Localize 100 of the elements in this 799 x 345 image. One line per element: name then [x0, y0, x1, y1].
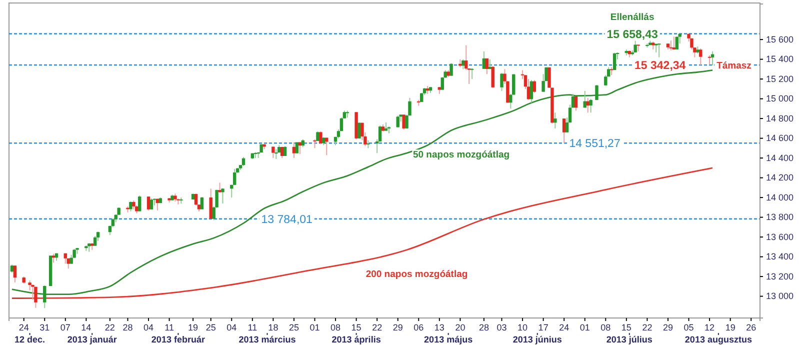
- y-tick-label: 15 200: [766, 74, 794, 84]
- candlestick: [129, 200, 132, 212]
- y-tick-label: 13 000: [766, 291, 794, 302]
- x-tick-label: 07: [60, 322, 70, 332]
- series-label: 50 napos mozgóátlag: [412, 149, 510, 160]
- x-tick-label: 12: [704, 322, 715, 332]
- x-tick-label: 11: [248, 322, 258, 332]
- annotation: Támasz: [716, 60, 752, 72]
- candlestick: [532, 80, 536, 94]
- ref-line-label: 13 784,01: [261, 214, 312, 226]
- y-tick-label: 14 600: [766, 133, 794, 144]
- x-tick-label: 24: [559, 322, 570, 332]
- candlestick: [672, 36, 676, 50]
- x2-tick-label: 12 dec.: [14, 334, 46, 344]
- candlestick: [402, 114, 406, 130]
- x2-tick-label: 2013 február: [151, 334, 206, 344]
- y-tick-label: 14 200: [766, 172, 794, 183]
- candlestick: [634, 40, 637, 53]
- candlestick: [146, 196, 150, 211]
- x-tick-label: 31: [40, 322, 50, 332]
- x-tick-label: 08: [600, 322, 611, 332]
- candlestick: [209, 188, 212, 220]
- y-tick-label: 14 000: [766, 192, 794, 202]
- annotation: Ellenállás: [610, 12, 654, 23]
- y-tick-label: 13 800: [766, 212, 794, 222]
- candlestick: [274, 148, 278, 160]
- x-tick-label: 28: [122, 322, 133, 332]
- x2-tick-label: 2013 július: [606, 334, 652, 344]
- x-tick-label: 25: [206, 322, 216, 332]
- x2-tick-label: 2013 január: [67, 334, 118, 344]
- candlestick: [358, 122, 361, 139]
- x-tick-label: 17: [538, 322, 548, 332]
- candlestick: [657, 42, 661, 58]
- y-tick-label: 15 000: [766, 94, 794, 104]
- y-tick-label: 13 600: [766, 232, 794, 242]
- x-tick-label: 13: [434, 322, 444, 332]
- candlestick: [316, 130, 320, 142]
- candlestick: [43, 284, 46, 309]
- y-tick-label: 15 600: [766, 34, 794, 44]
- candlestick: [150, 198, 154, 210]
- x-tick-label: 14: [81, 322, 92, 332]
- y-tick-label: 13 400: [766, 252, 794, 262]
- candlestick: [283, 146, 287, 156]
- x-tick-label: 22: [372, 322, 382, 332]
- x-tick-label: 04: [144, 322, 154, 332]
- candlestick: [491, 66, 494, 88]
- x-tick-label: 26: [746, 322, 756, 332]
- candlestick: [464, 44, 468, 71]
- candlestick: [280, 146, 284, 159]
- candlestick: [571, 93, 575, 108]
- candlestick: [675, 36, 678, 50]
- x2-tick-label: 2013 április: [332, 334, 381, 344]
- candlestick: [530, 80, 534, 104]
- candlestick: [450, 62, 453, 76]
- candlestick: [93, 236, 97, 246]
- x-tick-label: 01: [580, 322, 590, 332]
- candlestick: [595, 84, 598, 100]
- x-tick-label: 24: [18, 322, 29, 332]
- candlestick: [272, 146, 275, 159]
- x-tick-label: 15: [621, 322, 632, 332]
- candlestick: [138, 195, 142, 212]
- x-tick-label: 29: [392, 322, 403, 332]
- y-tick-label: 14 400: [766, 152, 794, 163]
- ref-line-label: 15 342,34: [634, 60, 686, 72]
- x-tick-label: 05: [684, 322, 694, 332]
- candlestick: [485, 58, 489, 75]
- candlestick: [200, 196, 204, 210]
- x2-tick-label: 2013 március: [238, 334, 296, 344]
- candlestick: [589, 98, 592, 114]
- x-tick-label: 04: [226, 322, 237, 332]
- line-series: [11, 167, 714, 299]
- candlestick: [554, 112, 557, 129]
- y-tick-label: 14 800: [766, 113, 794, 124]
- ref-line-label: 15 658,43: [606, 28, 658, 41]
- candlestick: [500, 72, 504, 92]
- candlestick: [194, 193, 198, 206]
- line-series: [11, 69, 714, 295]
- candlestick: [221, 188, 224, 204]
- x-tick-label: 20: [455, 322, 466, 332]
- candlestick: [526, 78, 530, 100]
- series-label: 200 napos mozgóátlag: [366, 268, 468, 280]
- candlestick: [319, 130, 322, 145]
- candlestick: [292, 142, 296, 159]
- y-tick-label: 15 400: [766, 54, 794, 64]
- candlestick: [562, 118, 566, 144]
- x-tick-label: 06: [414, 322, 424, 332]
- x-tick-label: 18: [268, 322, 278, 332]
- candlestick: [325, 137, 328, 156]
- candlestick: [13, 265, 17, 283]
- candlestick: [295, 142, 299, 154]
- x-tick-label: 11: [164, 322, 174, 332]
- x-tick-label: 29: [662, 322, 673, 332]
- x-tick-label: 22: [642, 322, 652, 332]
- x-tick-label: 01: [310, 322, 320, 332]
- x-tick-label: 10: [518, 322, 528, 332]
- candlestick: [462, 58, 465, 70]
- ref-line-label: 14 551,27: [569, 138, 620, 150]
- x-tick-label: 25: [288, 322, 299, 332]
- candlestick: [420, 92, 424, 102]
- candlestick: [574, 96, 578, 112]
